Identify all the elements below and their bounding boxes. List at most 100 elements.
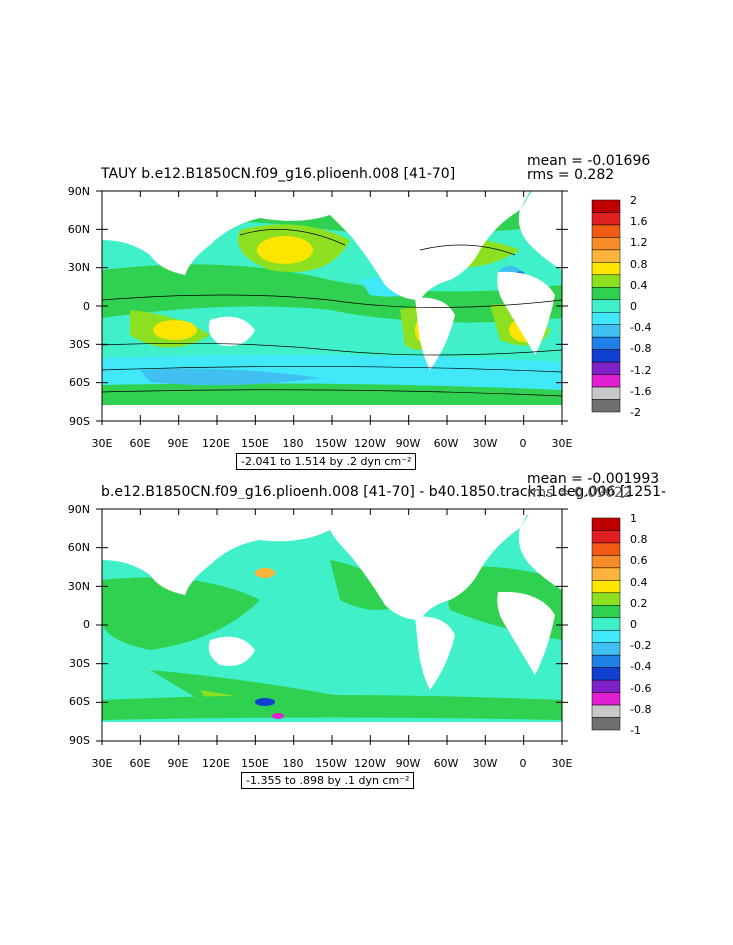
lat-label: 0 xyxy=(83,300,90,313)
lat-label: 60N xyxy=(67,541,90,554)
lon-label: 180 xyxy=(282,437,304,450)
lat-label: 60S xyxy=(69,376,90,389)
land-africa xyxy=(497,591,555,675)
lat-label: 0 xyxy=(83,618,90,631)
lat-label: 90S xyxy=(69,415,90,428)
land-north-america xyxy=(330,191,530,300)
lon-label: 60E xyxy=(129,437,151,450)
colorbar-label: 0.8 xyxy=(630,257,648,271)
colorbar-swatch xyxy=(591,592,621,606)
colorbar-label: 0.6 xyxy=(630,554,648,568)
colorbar-label: 0 xyxy=(630,618,637,631)
map-panel-2: b.e12.B1850CN.f09_g16.plioenh.008 [41-70… xyxy=(0,0,733,789)
land-australia xyxy=(208,636,255,666)
colorbar-label: -1.6 xyxy=(630,384,652,398)
colorbar-swatch xyxy=(591,654,621,668)
lon-label: 60E xyxy=(129,757,151,770)
colorbar-swatch xyxy=(591,530,621,544)
lon-label: 0 xyxy=(519,437,527,450)
lon-label: 60W xyxy=(433,757,459,770)
contour-range-label: -2.041 to 1.514 by .2 dyn cm⁻² xyxy=(236,453,417,470)
colorbar-label: 1.6 xyxy=(630,215,648,229)
colorbar-swatch xyxy=(591,567,621,581)
lon-label: 120E xyxy=(202,757,230,770)
panel-title: TAUY b.e12.B1850CN.f09_g16.plioenh.008 [… xyxy=(101,166,456,182)
land-asia xyxy=(102,191,330,275)
colorbar-swatch xyxy=(591,399,621,413)
colorbar-label: -0.4 xyxy=(630,321,652,335)
colorbar-swatch xyxy=(591,642,621,656)
lat-label: 30N xyxy=(67,261,90,274)
colorbar-swatch xyxy=(591,692,621,706)
colorbar-swatch xyxy=(591,667,621,681)
lat-label: 30S xyxy=(69,338,90,351)
colorbar-label: -2 xyxy=(630,406,641,419)
lon-label: 120W xyxy=(354,437,386,450)
colorbar-label: 0.4 xyxy=(630,278,648,292)
contour-range-label: -1.355 to .898 by .1 dyn cm⁻² xyxy=(241,772,415,789)
colorbar-label: -0.8 xyxy=(630,702,652,716)
lat-label: 30S xyxy=(69,657,90,670)
colorbar-swatch xyxy=(591,517,621,531)
lon-label: 30E xyxy=(551,757,573,770)
colorbar-swatch xyxy=(591,704,621,718)
lon-label: 0 xyxy=(519,757,527,770)
lon-label: 180 xyxy=(282,757,304,770)
lon-label: 30E xyxy=(551,437,573,450)
lon-label: 90W xyxy=(395,437,421,450)
land-north-america xyxy=(330,509,530,620)
land-south-america xyxy=(415,297,455,370)
colorbar-swatch xyxy=(591,605,621,619)
colorbar-swatch xyxy=(591,717,621,731)
lon-label: 60W xyxy=(433,437,459,450)
colorbar-label: 1 xyxy=(630,512,637,525)
land-australia xyxy=(208,316,255,346)
colorbar-label: 0.4 xyxy=(630,575,648,589)
panel-title: b.e12.B1850CN.f09_g16.plioenh.008 [41-70… xyxy=(101,485,667,499)
land-africa xyxy=(497,271,555,355)
rms-value: rms = 0.09022 xyxy=(527,485,632,501)
colorbar-swatch xyxy=(591,580,621,594)
mean-value: mean = -0.001993 xyxy=(527,471,660,487)
colorbar-label: 0 xyxy=(630,300,637,313)
colorbar-label: 1.2 xyxy=(630,236,648,250)
colorbar-label: -1.2 xyxy=(630,363,652,377)
colorbar-swatch xyxy=(591,617,621,631)
lon-label: 30W xyxy=(472,437,498,450)
rms-value: rms = 0.282 xyxy=(527,167,615,183)
lon-label: 30W xyxy=(472,757,498,770)
colorbar-label: 0.8 xyxy=(630,533,648,547)
lon-label: 120E xyxy=(202,437,230,450)
colorbar-swatch xyxy=(591,542,621,556)
colorbar-swatch xyxy=(591,555,621,569)
lon-label: 150E xyxy=(241,757,269,770)
lon-label: 90E xyxy=(167,757,189,770)
lon-label: 30E xyxy=(91,437,113,450)
colorbar-label: 0.2 xyxy=(630,596,648,610)
colorbar-label: -0.2 xyxy=(630,639,652,653)
lat-label: 90N xyxy=(67,185,90,198)
map-panel-1: TAUY b.e12.B1850CN.f09_g16.plioenh.008 [… xyxy=(0,0,733,470)
lon-label: 150W xyxy=(315,437,347,450)
lon-label: 90E xyxy=(167,437,189,450)
map-plot xyxy=(101,190,621,422)
lon-label: 30E xyxy=(91,757,113,770)
colorbar-swatch xyxy=(591,679,621,693)
colorbar-label: 2 xyxy=(630,194,637,207)
lat-label: 60S xyxy=(69,695,90,708)
land-europe xyxy=(518,509,562,590)
land-south-america xyxy=(415,616,455,690)
land-europe xyxy=(518,191,562,270)
colorbar-label: -0.8 xyxy=(630,342,652,356)
colorbar xyxy=(591,199,621,413)
lat-label: 90S xyxy=(69,734,90,747)
lat-label: 60N xyxy=(67,223,90,236)
mean-value: mean = -0.01696 xyxy=(527,153,651,169)
lon-label: 150E xyxy=(241,437,269,450)
colorbar xyxy=(591,517,621,731)
lon-label: 90W xyxy=(395,757,421,770)
colorbar-label: -1 xyxy=(630,724,641,737)
lon-label: 120W xyxy=(354,757,386,770)
lon-label: 150W xyxy=(315,757,347,770)
